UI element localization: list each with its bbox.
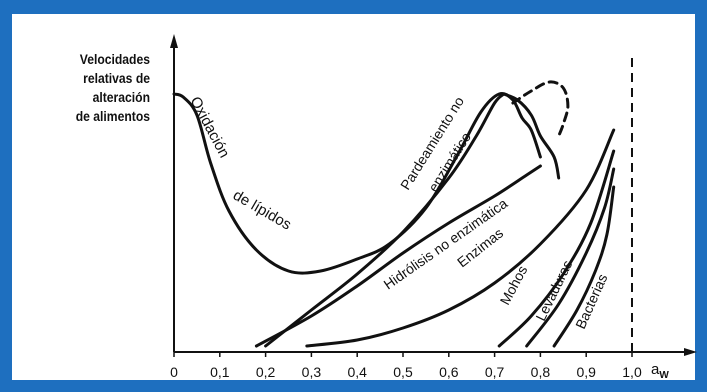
x-tick-label: 0,5 (393, 364, 413, 380)
y-axis-arrow (170, 34, 178, 48)
curve-mohos (497, 149, 616, 348)
x-axis-label-main: a (651, 361, 660, 378)
x-tick-label: 0,2 (256, 364, 276, 380)
x-axis-label: aW (651, 361, 669, 381)
curve-bacterias (552, 185, 616, 348)
y-axis-label-line-1: Velocidades (79, 52, 150, 67)
x-tick-label: 0,8 (531, 364, 551, 380)
y-axis-label: Velocidades relativas de alteración de a… (37, 50, 150, 126)
curves (172, 80, 616, 348)
curve-pardeamiento-no-enzimatico-rama-discontinua (511, 80, 570, 138)
x-tick-label: 0,7 (485, 364, 505, 380)
x-axis-label-sub: W (659, 370, 669, 381)
ann-mohos: Mohos (497, 263, 531, 308)
curve-labels: Oxidación de lípidos Pardeamiento no enz… (186, 94, 610, 332)
ann-oxidacion: Oxidación (186, 94, 232, 161)
y-axis-label-line-4: de alimentos (75, 109, 150, 124)
curve-pardeamiento-no-enzimatico-descenso (502, 92, 561, 180)
x-tick-label: 0,3 (302, 364, 322, 380)
x-tick-label: 0 (170, 364, 178, 380)
y-axis-label-line-3: alteración (92, 90, 150, 105)
curve-hidrolisis-no-enzimatica (254, 164, 542, 348)
x-tick-label: 0,4 (347, 364, 367, 380)
ann-bacterias: Bacterias (572, 271, 610, 331)
curve-pardeamiento-no-enzimatico (264, 92, 506, 348)
curve-enzimas (305, 128, 616, 348)
x-tick-label: 0,1 (210, 364, 230, 380)
x-tick-label: 0,9 (576, 364, 596, 380)
x-axis-arrow (684, 348, 697, 356)
x-tick-label: 1,0 (622, 364, 642, 380)
x-tick-label: 0,6 (439, 364, 459, 380)
x-ticks: 0 0,1 0,2 0,3 0,4 0,5 0,6 0,7 0,8 0,9 1,0 (170, 352, 642, 380)
curve-levaduras (525, 167, 616, 348)
y-axis-label-line-2: relativas de (83, 71, 150, 86)
axes (170, 34, 697, 356)
